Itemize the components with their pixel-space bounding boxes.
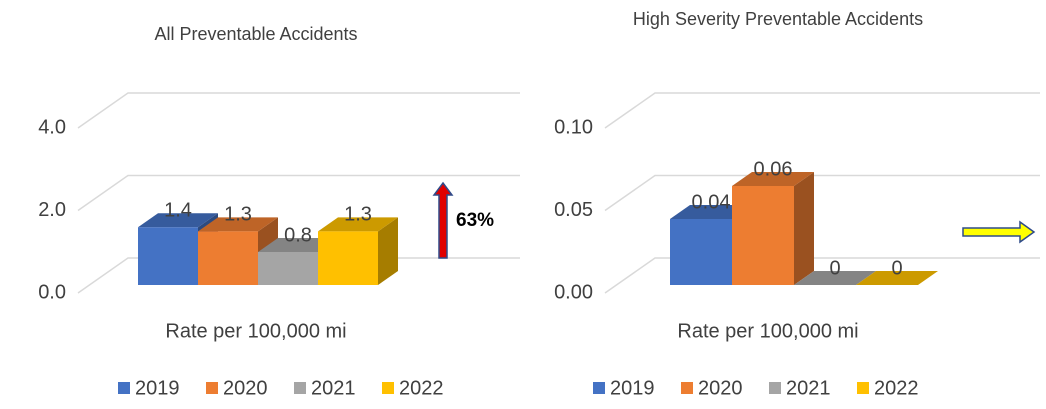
bar: [794, 271, 876, 285]
bar-front: [258, 252, 318, 285]
bar: [856, 271, 938, 285]
legend-label: 2021: [786, 377, 831, 399]
bar-top: [138, 213, 218, 228]
bar-front: [138, 227, 198, 285]
legend-label: 2020: [223, 377, 268, 399]
grid-line: [604, 257, 1040, 294]
data-label: 1.3: [344, 204, 372, 226]
bar-front: [318, 231, 378, 285]
annotation-text: 63%: [456, 210, 494, 231]
legend-swatch: [294, 382, 306, 394]
chart: All Preventable Accidents 0.0 2.0 4.0 1.4 201…: [38, 24, 520, 399]
data-label: 0: [829, 257, 840, 279]
y-tick-label: 0.05: [554, 199, 593, 221]
x-axis-label: Rate per 100,000 mi: [677, 320, 858, 342]
annotation-arrow: [962, 220, 1036, 244]
legend-swatch: [382, 382, 394, 394]
data-label: 0.8: [284, 224, 312, 246]
bar-top: [318, 217, 398, 232]
grid-line: [604, 92, 1040, 129]
y-tick-label: 2.0: [38, 199, 66, 221]
bar-top: [670, 205, 752, 219]
bar: [318, 217, 398, 285]
chart-title: High Severity Preventable Accidents: [633, 9, 923, 29]
bar-top: [794, 271, 876, 285]
bar-top: [732, 172, 814, 186]
data-label: 0.04: [692, 191, 731, 213]
data-label: 1.3: [224, 204, 252, 226]
legend-label: 2022: [874, 377, 919, 399]
bar-side: [794, 172, 814, 285]
legend-label: 2022: [399, 377, 444, 399]
bar-front: [732, 186, 794, 285]
data-label: 0.06: [754, 158, 793, 180]
legend-label: 2021: [311, 377, 356, 399]
legend-swatch: [593, 382, 605, 394]
y-tick-label: 4.0: [38, 116, 66, 138]
legend-swatch: [769, 382, 781, 394]
legend-swatch: [118, 382, 130, 394]
chart: High Severity Preventable Accidents 0.00 0…: [554, 9, 1040, 399]
bar: [732, 172, 814, 285]
y-tick-label: 0.0: [38, 281, 66, 303]
grid-line: [77, 174, 520, 212]
grid-line: [77, 92, 520, 129]
bar-top: [856, 271, 938, 285]
data-label: 1.4: [164, 200, 192, 222]
y-tick-label: 0.00: [554, 281, 593, 303]
legend-label: 2019: [135, 377, 180, 399]
grid-line: [604, 174, 1040, 212]
bar-front: [198, 231, 258, 285]
chart-title: All Preventable Accidents: [154, 24, 357, 44]
y-tick-label: 0.10: [554, 116, 593, 138]
bar-side: [378, 217, 398, 285]
legend-swatch: [857, 382, 869, 394]
legend-swatch: [206, 382, 218, 394]
annotation-arrow: [432, 181, 454, 259]
bar-front: [670, 219, 732, 285]
legend-label: 2020: [698, 377, 743, 399]
data-label: 0: [891, 257, 902, 279]
legend-swatch: [681, 382, 693, 394]
bar-top: [198, 217, 278, 232]
x-axis-label: Rate per 100,000 mi: [165, 320, 346, 342]
legend-label: 2019: [610, 377, 655, 399]
